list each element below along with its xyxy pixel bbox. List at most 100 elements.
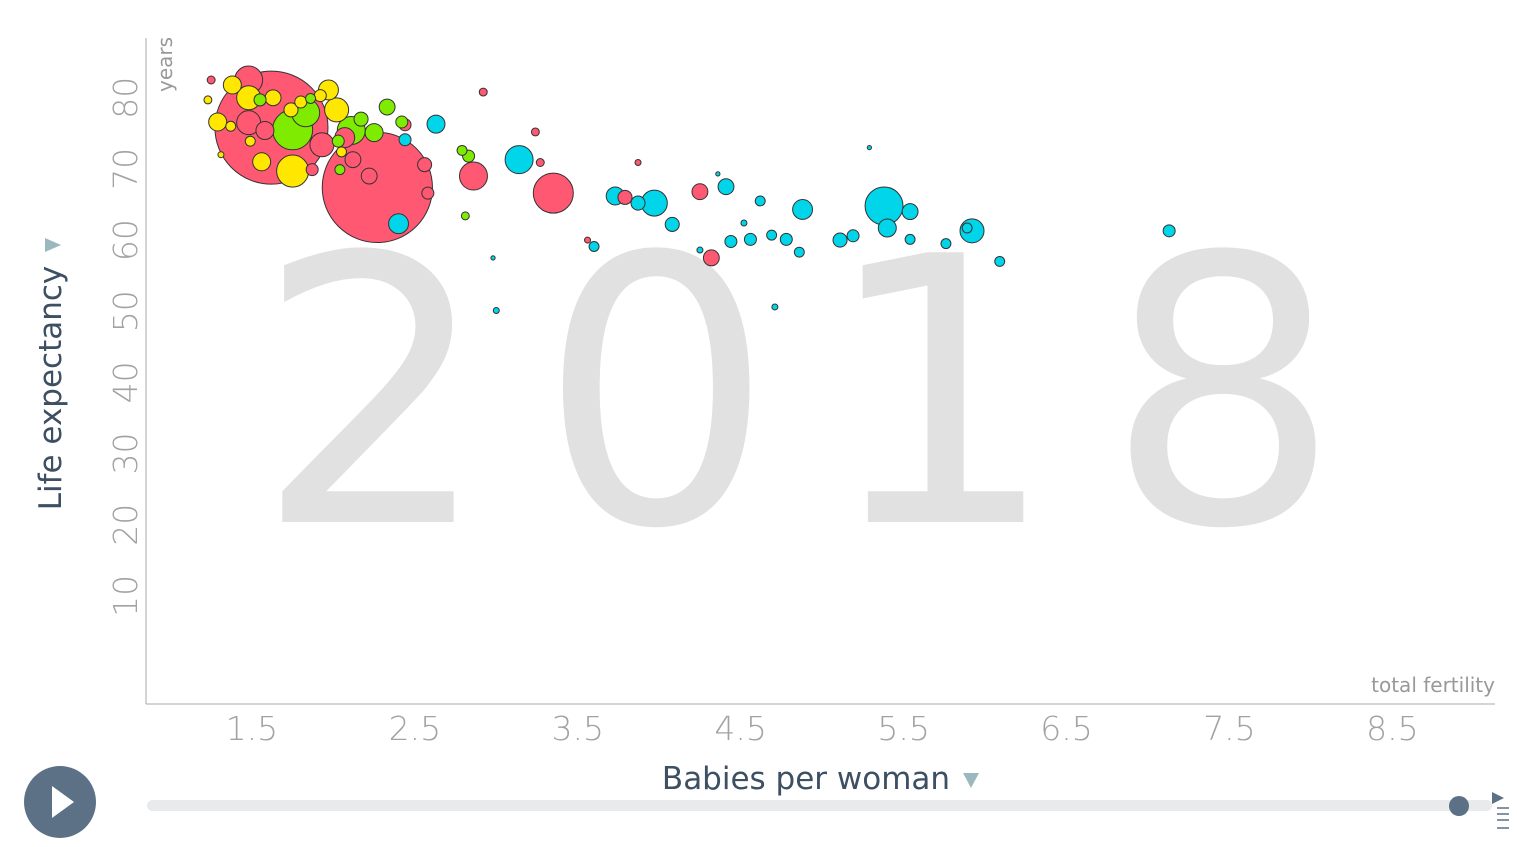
bubble[interactable] bbox=[771, 303, 779, 311]
bubble[interactable] bbox=[866, 144, 872, 151]
bubble[interactable] bbox=[324, 97, 350, 123]
bubble[interactable] bbox=[206, 75, 216, 85]
x-tick-label: 2.5 bbox=[389, 709, 441, 748]
bubble[interactable] bbox=[344, 151, 362, 169]
bubble[interactable] bbox=[417, 157, 433, 173]
bubble[interactable] bbox=[208, 112, 228, 132]
y-axis-menu-arrow[interactable] bbox=[45, 238, 61, 252]
x-axis-title: Babies per woman bbox=[662, 761, 950, 797]
x-unit: total fertility bbox=[1371, 673, 1495, 697]
bubble[interactable] bbox=[691, 183, 709, 201]
y-tick-label: 30 bbox=[106, 433, 145, 475]
bubble[interactable] bbox=[877, 218, 897, 238]
bubble[interactable] bbox=[715, 171, 721, 177]
bubble[interactable] bbox=[283, 102, 299, 118]
bubble[interactable] bbox=[696, 246, 704, 254]
bubble[interactable] bbox=[630, 195, 646, 211]
bubble[interactable] bbox=[456, 144, 468, 156]
x-tick-label: 3.5 bbox=[552, 709, 604, 748]
bubble[interactable] bbox=[793, 246, 805, 258]
timeline-track[interactable] bbox=[147, 800, 1492, 811]
y-axis-title: Life expectancy bbox=[33, 266, 69, 511]
bubble[interactable] bbox=[276, 154, 310, 188]
bubble[interactable] bbox=[222, 75, 242, 95]
bubble[interactable] bbox=[255, 121, 275, 140]
speed-icon[interactable] bbox=[1492, 792, 1504, 804]
bubble[interactable] bbox=[766, 229, 778, 241]
speed-ticks bbox=[1497, 807, 1509, 829]
bubble[interactable] bbox=[426, 114, 446, 134]
y-unit: years bbox=[153, 37, 177, 92]
bubble[interactable] bbox=[378, 98, 396, 116]
bubble[interactable] bbox=[458, 161, 488, 191]
bubble[interactable] bbox=[504, 145, 534, 175]
y-tick-label: 40 bbox=[106, 361, 145, 403]
y-tick-label: 70 bbox=[106, 148, 145, 190]
bubble[interactable] bbox=[901, 203, 919, 221]
bubble[interactable] bbox=[1162, 224, 1176, 238]
bubble[interactable] bbox=[743, 232, 757, 246]
bubble[interactable] bbox=[294, 95, 308, 109]
bubble[interactable] bbox=[336, 146, 347, 158]
bubble[interactable] bbox=[832, 232, 848, 248]
x-axis-menu-arrow[interactable] bbox=[963, 773, 979, 788]
bubble[interactable] bbox=[490, 255, 496, 261]
x-tick-label: 5.5 bbox=[877, 709, 929, 748]
play-icon bbox=[52, 786, 74, 818]
bubble[interactable] bbox=[305, 163, 319, 177]
bubble[interactable] bbox=[360, 167, 378, 185]
y-tick-label: 20 bbox=[106, 504, 145, 546]
bubble[interactable] bbox=[364, 123, 384, 143]
bubble[interactable] bbox=[961, 222, 973, 234]
x-tick-label: 6.5 bbox=[1040, 709, 1092, 748]
bubble[interactable] bbox=[717, 178, 735, 196]
bubble[interactable] bbox=[225, 120, 237, 132]
timeline-handle[interactable] bbox=[1449, 796, 1469, 816]
bubble[interactable] bbox=[584, 236, 592, 244]
bubble[interactable] bbox=[395, 115, 409, 129]
x-tick-label: 4.5 bbox=[714, 709, 766, 748]
x-tick-label: 8.5 bbox=[1366, 709, 1418, 748]
bubble[interactable] bbox=[309, 132, 335, 158]
bubble[interactable] bbox=[388, 213, 409, 235]
bubble[interactable] bbox=[940, 238, 952, 250]
bubble[interactable] bbox=[994, 255, 1006, 267]
bubble[interactable] bbox=[478, 87, 488, 97]
bubble[interactable] bbox=[331, 134, 345, 148]
bubble[interactable] bbox=[305, 93, 317, 104]
bubble[interactable] bbox=[530, 127, 540, 137]
bubble[interactable] bbox=[421, 186, 435, 200]
bubble[interactable] bbox=[634, 159, 642, 167]
bubble[interactable] bbox=[203, 95, 213, 105]
x-tick-label: 7.5 bbox=[1203, 709, 1255, 748]
bubble[interactable] bbox=[217, 151, 225, 159]
year-label: 2018 bbox=[255, 180, 1389, 610]
bubble[interactable] bbox=[617, 189, 633, 205]
bubble[interactable] bbox=[740, 219, 748, 227]
bubble[interactable] bbox=[588, 241, 600, 252]
y-tick-label: 60 bbox=[106, 219, 145, 261]
y-tick-label: 10 bbox=[106, 575, 145, 617]
bubble[interactable] bbox=[846, 229, 860, 243]
bubble[interactable] bbox=[702, 249, 720, 267]
bubble[interactable] bbox=[313, 89, 327, 103]
bubble[interactable] bbox=[754, 195, 766, 207]
bubble[interactable] bbox=[664, 216, 680, 232]
bubble[interactable] bbox=[334, 164, 346, 176]
bubble[interactable] bbox=[904, 233, 916, 245]
bubble[interactable] bbox=[779, 232, 793, 246]
bubble[interactable] bbox=[244, 135, 256, 147]
bubble[interactable] bbox=[492, 307, 500, 315]
bubble[interactable] bbox=[353, 111, 369, 127]
bubble[interactable] bbox=[532, 172, 574, 214]
bubble[interactable] bbox=[792, 199, 814, 220]
bubble[interactable] bbox=[535, 158, 545, 167]
bubble[interactable] bbox=[252, 152, 272, 172]
bubble[interactable] bbox=[724, 235, 738, 248]
bubble[interactable] bbox=[253, 93, 267, 107]
bubble[interactable] bbox=[264, 89, 282, 107]
bubbles bbox=[203, 65, 1176, 315]
bubble[interactable] bbox=[398, 133, 412, 147]
bubble[interactable] bbox=[460, 211, 470, 221]
